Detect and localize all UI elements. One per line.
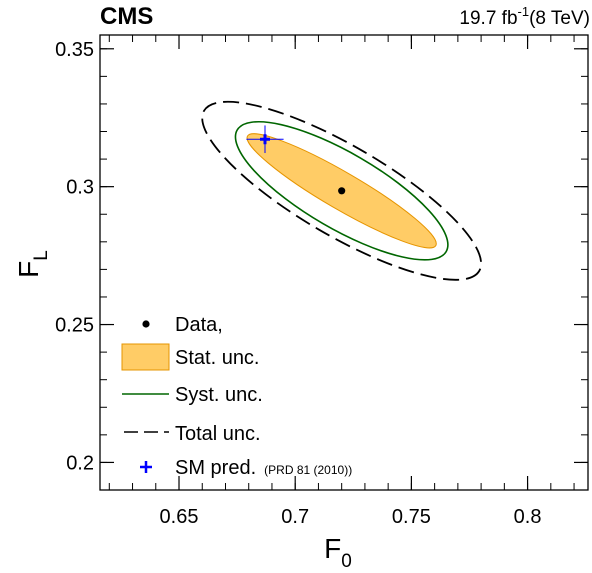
x-tick-label: 0.65 — [160, 506, 199, 528]
legend-stat-swatch — [121, 343, 170, 371]
x-tick-label: 0.8 — [514, 506, 542, 528]
lumi-energy: (8 TeV) — [529, 8, 590, 29]
legend-data-marker — [142, 320, 150, 328]
experiment-label: CMS — [100, 3, 153, 30]
y-tick-label: 0.2 — [66, 452, 94, 474]
y-tick-label: 0.3 — [66, 177, 94, 199]
legend-syst-label: Syst. unc. — [175, 384, 263, 406]
syst-uncertainty-ellipse — [234, 120, 449, 261]
legend-sm-name: SM pred. — [175, 457, 256, 479]
legend-total-label: Total unc. — [175, 423, 261, 445]
legend-data-label: Data, — [175, 314, 223, 336]
x-tick-label: 0.7 — [281, 506, 309, 528]
x-axis-title: F0 — [324, 533, 352, 572]
legend-sm-reference: (PRD 81 (2010)) — [264, 463, 352, 477]
luminosity-label: 19.7 fb-1(8 TeV) — [459, 4, 590, 29]
y-axis-sub: L — [31, 250, 52, 261]
y-axis-title: FL — [13, 250, 52, 278]
axis-ticks: 0.65 0.7 0.75 0.8 0.2 0.25 0.3 0.35 — [55, 35, 588, 528]
x-tick-label: 0.75 — [392, 506, 431, 528]
lumi-value: 19.7 fb — [459, 8, 517, 29]
lumi-exponent: -1 — [518, 4, 530, 19]
y-axis-main: F — [13, 261, 44, 278]
y-tick-label: 0.35 — [55, 39, 94, 61]
total-uncertainty-ellipse — [201, 100, 483, 281]
data-point-marker — [338, 187, 346, 195]
marker-layer — [246, 125, 346, 195]
y-tick-label: 0.25 — [55, 315, 94, 337]
legend: Data, Stat. unc. Syst. unc. Total unc. S… — [121, 314, 352, 479]
plot-frame — [99, 34, 589, 491]
x-axis-sub: 0 — [341, 551, 352, 572]
x-axis-main: F — [324, 533, 341, 564]
legend-stat-label: Stat. unc. — [175, 347, 260, 369]
legend-sm-label: SM pred. (PRD 81 (2010)) — [175, 457, 352, 479]
